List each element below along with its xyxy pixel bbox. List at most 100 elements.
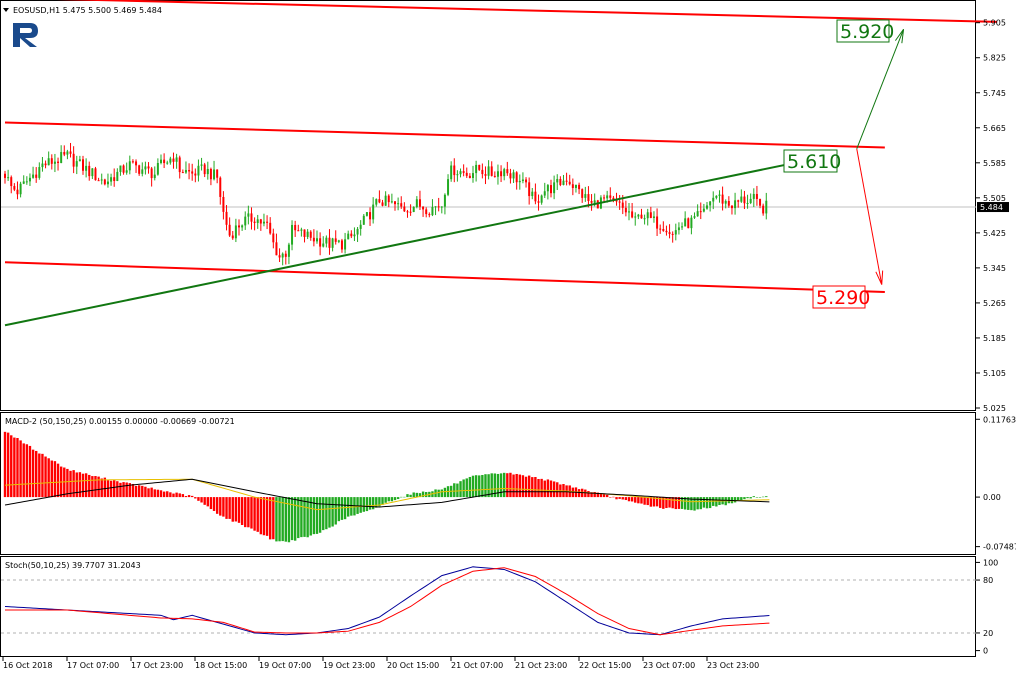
macd-bar <box>375 497 378 508</box>
time-tick-label: 21 Oct 23:00 <box>515 661 567 670</box>
price-tick-label: 5.905 <box>983 19 1006 28</box>
macd-bar <box>674 497 677 510</box>
macd-bar <box>22 443 25 498</box>
candle-body <box>740 196 743 202</box>
candle-body <box>206 168 209 175</box>
macd-bar <box>752 496 755 498</box>
target-down-label: 5.290 <box>816 287 870 309</box>
macd-bar <box>693 497 696 511</box>
macd-bar <box>415 492 419 498</box>
macd-bar <box>275 497 278 542</box>
candle-body <box>256 219 259 223</box>
candle-body <box>169 158 172 163</box>
candle-body <box>387 195 390 203</box>
candle-body <box>259 219 262 224</box>
macd-bar <box>159 490 163 498</box>
macd-bar <box>443 487 447 498</box>
macd-bar <box>627 497 631 502</box>
macd-bar <box>343 497 347 520</box>
macd-bar <box>116 481 119 498</box>
candle-body <box>106 181 109 185</box>
candle-body <box>743 196 746 204</box>
macd-bar <box>256 497 259 532</box>
candle-body <box>390 201 393 203</box>
macd-bar <box>371 497 375 510</box>
candle-body <box>60 152 63 163</box>
macd-bar <box>412 492 415 498</box>
macd-bar <box>278 497 281 542</box>
macd-bar <box>122 482 125 498</box>
candle-body <box>696 211 699 217</box>
macd-bar <box>478 475 481 498</box>
current-price-label: 5.484 <box>980 203 1003 212</box>
macd-bar <box>406 494 409 498</box>
macd-bar <box>265 497 269 536</box>
macd-bar <box>134 485 138 498</box>
candle-body <box>721 194 724 204</box>
candle-body <box>612 197 615 200</box>
macd-bar <box>708 497 712 509</box>
macd-bar <box>153 489 156 498</box>
candle-body <box>331 238 334 248</box>
candle-body <box>325 237 328 244</box>
channel-mid-line <box>4 121 885 149</box>
macd-bar <box>31 449 35 498</box>
macd-bar <box>393 497 397 501</box>
dropdown-triangle-icon[interactable] <box>3 8 9 12</box>
macd-bar <box>237 497 241 523</box>
symbol-header[interactable]: EOSUSD,H1 5.475 5.500 5.469 5.484 <box>3 6 162 15</box>
macd-bar <box>378 497 381 507</box>
candle-body <box>316 238 318 242</box>
macd-bar <box>368 497 372 510</box>
candle-body <box>359 224 362 229</box>
candle-body <box>400 203 403 207</box>
macd-bar <box>178 493 181 498</box>
target-mid-label: 5.610 <box>787 151 841 173</box>
symbol-info: EOSUSD,H1 5.475 5.500 5.469 5.484 <box>13 6 162 15</box>
macd-bar <box>409 494 412 498</box>
macd-bar <box>166 491 169 498</box>
candle-body <box>702 208 705 212</box>
candle-body <box>534 191 537 202</box>
candle-body <box>709 201 712 206</box>
time-tick-label: 20 Oct 15:00 <box>387 661 439 670</box>
candle-body <box>578 184 581 190</box>
macd-bar <box>733 497 737 503</box>
macd-bar <box>671 497 674 509</box>
candle-body <box>643 218 646 220</box>
candle-body <box>712 197 715 202</box>
macd-bar <box>384 497 387 503</box>
macd-bar <box>287 497 291 543</box>
candle-body <box>337 240 340 242</box>
macd-bar <box>44 456 47 498</box>
macd-bar <box>496 473 500 498</box>
candle-body <box>22 181 25 184</box>
candle-body <box>631 211 634 218</box>
macd-bar <box>490 473 493 498</box>
candle-body <box>122 165 125 173</box>
candle-body <box>113 177 116 182</box>
candle-body <box>238 225 240 228</box>
candle-body <box>216 169 219 178</box>
candle-body <box>540 195 543 203</box>
candle-body <box>350 233 353 237</box>
candle-body <box>596 200 599 209</box>
macd-bar <box>437 489 440 498</box>
candle-body <box>328 237 331 248</box>
candle-body <box>418 199 421 207</box>
macd-bar <box>250 497 253 529</box>
macd-bar <box>624 497 628 501</box>
candle-body <box>125 170 128 173</box>
candle-body <box>234 225 237 239</box>
candle-body <box>166 162 169 164</box>
candle-body <box>278 255 281 258</box>
candle-body <box>50 158 53 164</box>
candle-body <box>7 177 10 179</box>
candle-body <box>82 159 84 171</box>
macd-header: MACD-2 (50,150,25) 0.00155 0.00000 -0.00… <box>5 417 235 426</box>
candle-body <box>406 211 409 213</box>
candle-body <box>44 163 47 166</box>
macd-bar <box>531 477 534 498</box>
macd-bar <box>94 476 97 498</box>
macd-bar <box>615 497 618 500</box>
